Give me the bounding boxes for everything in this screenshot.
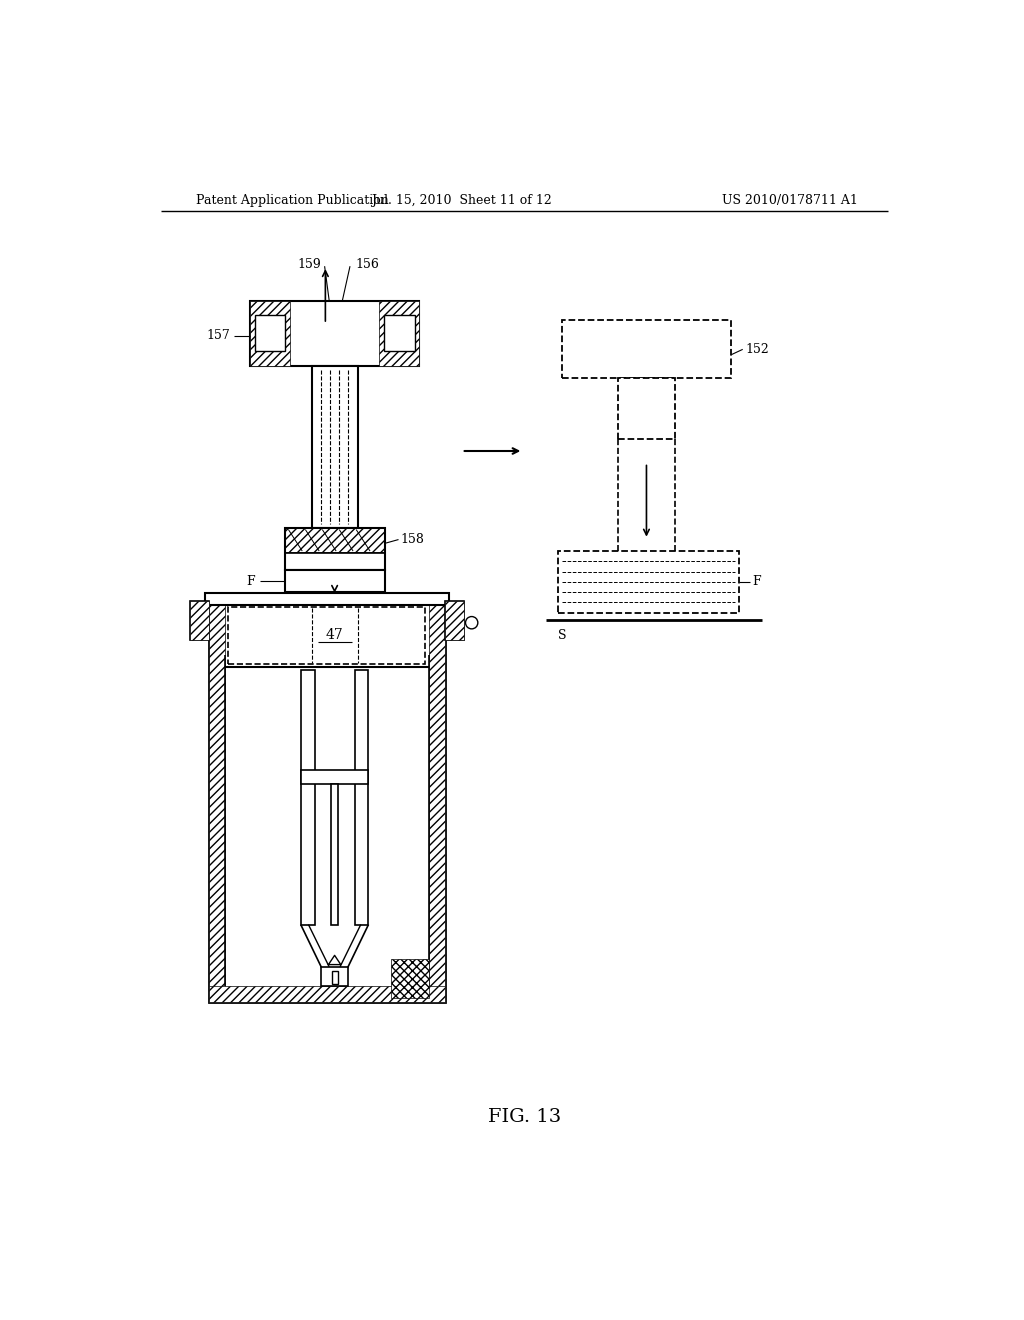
Bar [301, 771, 369, 784]
Bar [562, 321, 731, 378]
Text: US 2010/0178711 A1: US 2010/0178711 A1 [722, 194, 858, 207]
Bar [322, 966, 348, 986]
Text: 157: 157 [207, 329, 230, 342]
Bar [379, 301, 419, 367]
Text: Patent Application Publication: Patent Application Publication [196, 194, 389, 207]
Text: F: F [247, 574, 255, 587]
Bar [301, 671, 314, 924]
Text: 47: 47 [326, 628, 343, 643]
Text: 159: 159 [298, 259, 322, 271]
Bar [255, 315, 286, 351]
Bar [209, 986, 444, 1002]
Bar [429, 594, 444, 1002]
Bar [209, 594, 444, 1002]
Bar [209, 594, 224, 1002]
Bar [444, 601, 464, 640]
Bar [285, 528, 385, 570]
Text: F: F [753, 576, 762, 589]
Bar [444, 601, 464, 640]
Bar [285, 570, 385, 591]
Text: 158: 158 [400, 533, 424, 546]
Bar [250, 301, 290, 367]
Bar [384, 315, 415, 351]
Text: 156: 156 [355, 259, 379, 271]
Bar [285, 553, 385, 570]
Bar [331, 784, 339, 924]
Bar [354, 671, 369, 924]
Bar [558, 552, 739, 612]
Bar [391, 960, 429, 998]
Bar [189, 601, 209, 640]
Text: 152: 152 [745, 343, 769, 356]
Bar [205, 594, 449, 605]
Bar [285, 528, 385, 553]
Bar [250, 301, 419, 367]
Text: Jul. 15, 2010  Sheet 11 of 12: Jul. 15, 2010 Sheet 11 of 12 [372, 194, 552, 207]
Bar [332, 970, 338, 983]
Bar [189, 601, 209, 640]
Text: S: S [558, 630, 566, 643]
Bar [617, 378, 676, 440]
Bar [228, 607, 425, 664]
Text: FIG. 13: FIG. 13 [488, 1107, 561, 1126]
Bar [311, 366, 357, 528]
